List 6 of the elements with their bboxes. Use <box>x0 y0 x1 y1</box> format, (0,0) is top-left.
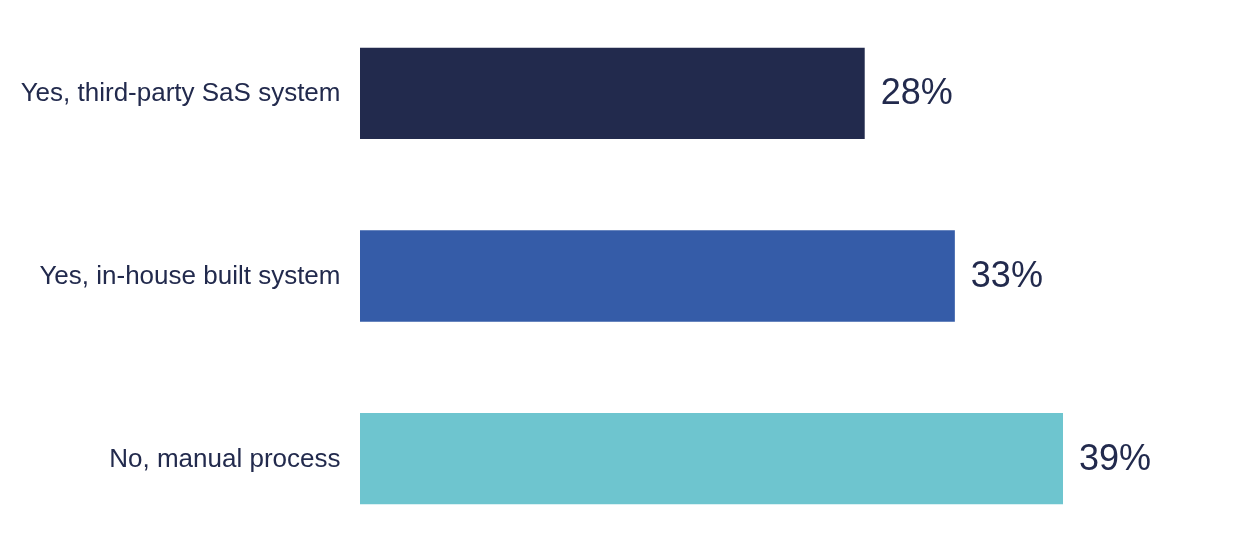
data-label: 28% <box>880 71 953 113</box>
y-tick-label: Yes, third-party SaS system <box>20 77 341 108</box>
y-tick-label: No, manual process <box>109 442 341 473</box>
data-label: 33% <box>970 254 1043 295</box>
y-tick-label: Yes, in-house built system <box>39 260 341 290</box>
data-label: 39% <box>1079 436 1152 478</box>
